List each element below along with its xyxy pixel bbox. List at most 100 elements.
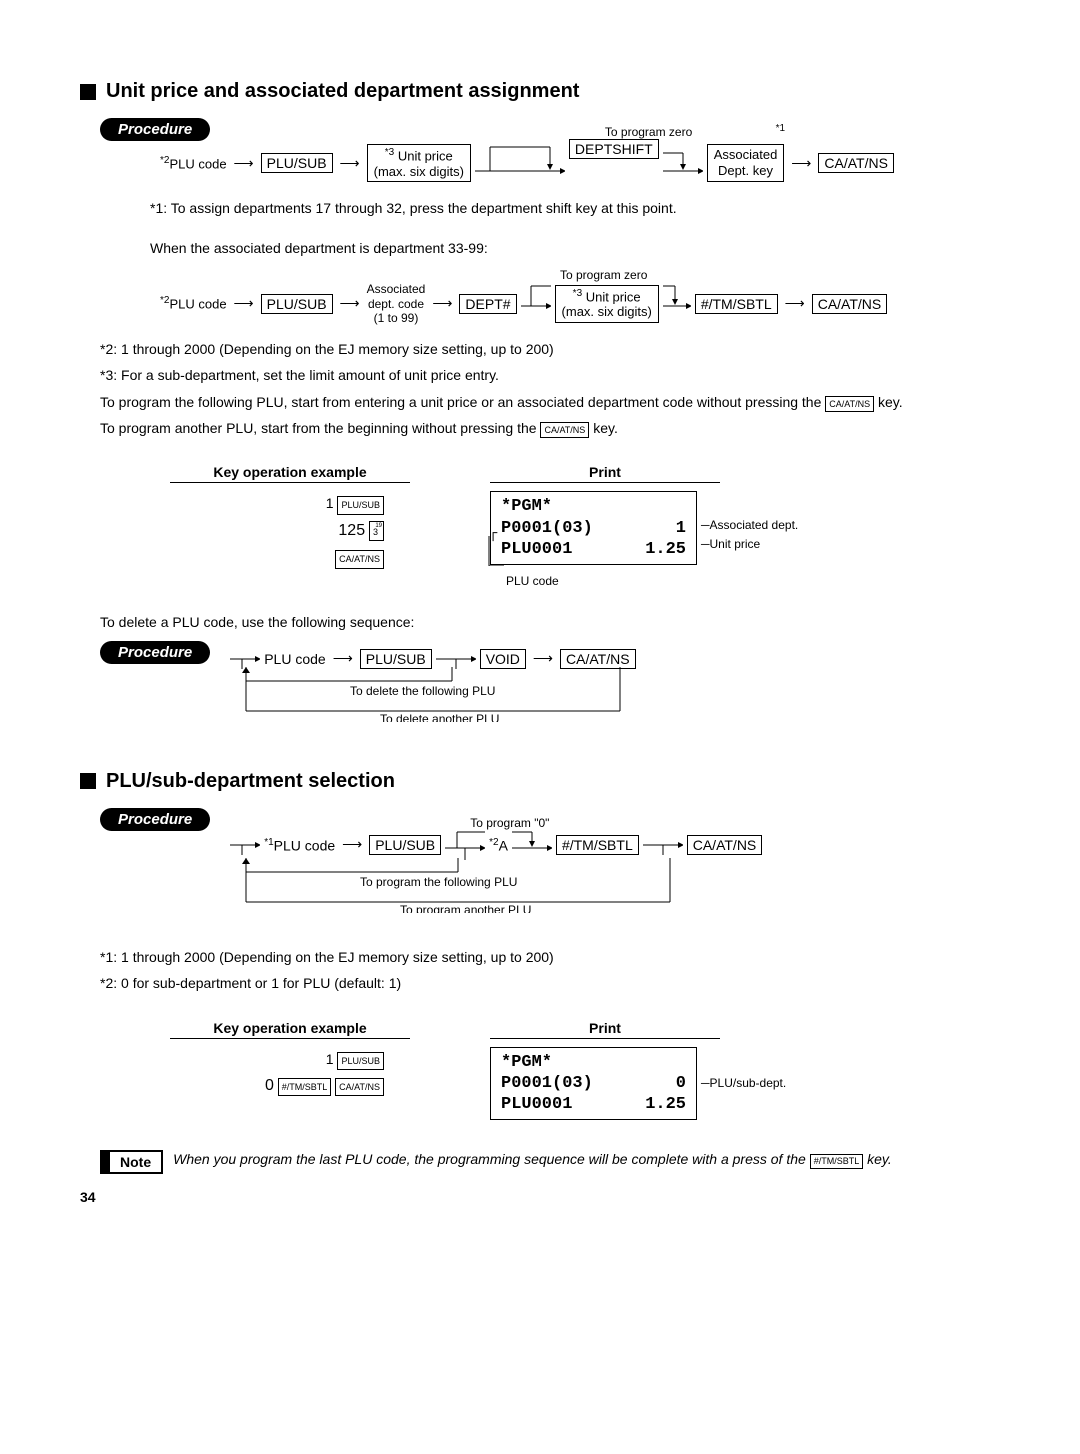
note: Note When you program the last PLU code,… bbox=[100, 1150, 1000, 1174]
callout: ─Unit price bbox=[701, 537, 760, 552]
arrow: ⟶ bbox=[533, 650, 553, 667]
note-text: When you program the last PLU code, the … bbox=[173, 1150, 892, 1170]
plu-code: *1PLU code bbox=[264, 837, 335, 854]
branch-svg bbox=[475, 141, 565, 185]
arrow: ⟶ bbox=[342, 836, 362, 853]
subhead-left: Key operation example bbox=[170, 464, 410, 483]
merge-svg bbox=[512, 830, 552, 860]
note-1: *1: To assign departments 17 through 32,… bbox=[150, 197, 1000, 219]
print-cell: PLU0001 bbox=[501, 539, 572, 560]
tmsbtl-key: #/TM/SBTL bbox=[556, 835, 639, 855]
flow-2: To program zero *2PLU code ⟶ PLU/SUB ⟶ A… bbox=[160, 268, 1000, 326]
arrow: ⟶ bbox=[234, 155, 254, 172]
example-keys: 1 PLU/SUB 0 #/TM/SBTL CA/AT/NS bbox=[80, 1047, 390, 1121]
print-cell: P0001(03) bbox=[501, 519, 593, 538]
subhead-left: Key operation example bbox=[170, 1020, 410, 1039]
arrow: ⟶ bbox=[340, 295, 360, 312]
example-keys: 1 PLU/SUB 125 319 CA/AT/NS bbox=[80, 491, 390, 570]
para: To program another PLU, start from the b… bbox=[100, 417, 1000, 439]
plusub-key-sm: PLU/SUB bbox=[337, 1052, 384, 1070]
print-output: *PGM* ┌P0001(03)1 PLU00011.25 ─Unit pric… bbox=[490, 491, 697, 565]
loop-svg: To program the following PLU To program … bbox=[230, 858, 750, 913]
example-2: 1 PLU/SUB 0 #/TM/SBTL CA/AT/NS *PGM* P00… bbox=[80, 1047, 1000, 1121]
caatns-key: CA/AT/NS bbox=[818, 153, 894, 173]
digit-key-sm: 319 bbox=[369, 521, 384, 541]
example-header: Key operation example Print bbox=[170, 1020, 1000, 1039]
print-cell: 0 bbox=[676, 1073, 686, 1094]
sup: *1 bbox=[776, 123, 785, 134]
arrow: ⟶ bbox=[785, 295, 805, 312]
plu-code: *2PLU code bbox=[160, 155, 227, 172]
example-1: 1 PLU/SUB 125 319 CA/AT/NS *PGM* ┌P0001(… bbox=[80, 491, 1000, 570]
callout: ─PLU/sub-dept. bbox=[701, 1076, 786, 1091]
print-cell: 1 bbox=[676, 518, 686, 539]
plu-code: PLU code bbox=[264, 651, 325, 667]
loop-svg: To delete the following PLU To delete an… bbox=[230, 667, 650, 722]
arrow: ⟶ bbox=[333, 650, 353, 667]
callout-line bbox=[484, 536, 504, 566]
arrow: ⟶ bbox=[791, 155, 811, 172]
flow-4: To program "0" *1PLU code ⟶ PLU/SUB *2A … bbox=[230, 816, 762, 913]
para: *2: 0 for sub-department or 1 for PLU (d… bbox=[100, 972, 1000, 994]
void-key: VOID bbox=[480, 649, 526, 669]
page-number: 34 bbox=[80, 1189, 1000, 1205]
arrow-svg bbox=[436, 649, 476, 669]
print-line: *PGM* bbox=[501, 496, 686, 517]
label: To program zero bbox=[560, 268, 1000, 282]
subhead-right: Print bbox=[490, 464, 720, 483]
delete-text: To delete a PLU code, use the following … bbox=[100, 611, 1000, 633]
label: To program zero bbox=[605, 125, 692, 139]
merge-svg bbox=[663, 141, 703, 185]
plusub-key: PLU/SUB bbox=[369, 835, 441, 855]
bullet bbox=[80, 84, 96, 100]
label: To program "0" bbox=[470, 816, 762, 830]
plusub-key-sm: PLU/SUB bbox=[337, 496, 384, 514]
print-output: *PGM* P0001(03)0 PLU00011.25 ─PLU/sub-de… bbox=[490, 1047, 697, 1121]
arrow-svg bbox=[643, 835, 683, 855]
para: *2: 1 through 2000 (Depending on the EJ … bbox=[100, 338, 1000, 360]
para: *3: For a sub-department, set the limit … bbox=[100, 364, 1000, 386]
para: *1: 1 through 2000 (Depending on the EJ … bbox=[100, 946, 1000, 968]
tmsbtl-key-sm: #/TM/SBTL bbox=[278, 1078, 332, 1096]
caatns-key-sm: CA/AT/NS bbox=[335, 550, 384, 568]
caatns-key-sm: CA/AT/NS bbox=[335, 1078, 384, 1096]
tmsbtl-key-sm: #/TM/SBTL bbox=[810, 1154, 864, 1169]
print-line: *PGM* bbox=[501, 1052, 686, 1073]
merge-svg bbox=[663, 282, 691, 326]
flow-3: PLU code ⟶ PLU/SUB VOID ⟶ CA/AT/NS To de… bbox=[230, 649, 650, 722]
assoc-dept-box: Associated Dept. key bbox=[707, 144, 785, 181]
example-header: Key operation example Print bbox=[170, 464, 1000, 483]
entry-svg bbox=[230, 649, 260, 669]
heading-text: PLU/sub-department selection bbox=[106, 770, 395, 793]
callout: PLU code bbox=[506, 574, 559, 589]
note-badge: Note bbox=[100, 1150, 163, 1174]
print-cell: 1.25 bbox=[645, 539, 686, 560]
entry-svg bbox=[230, 835, 260, 855]
callout: ─Associated dept. bbox=[701, 518, 798, 533]
caatns-key: CA/AT/NS bbox=[560, 649, 636, 669]
print-cell: PLU0001 bbox=[501, 1094, 572, 1115]
dept-key: DEPT# bbox=[459, 294, 516, 314]
assoc-code: Associated dept. code (1 to 99) bbox=[367, 282, 426, 325]
unit-price-box: *3 Unit price (max. six digits) bbox=[555, 285, 659, 324]
svg-text:To program another PLU: To program another PLU bbox=[400, 903, 531, 913]
para: To program the following PLU, start from… bbox=[100, 391, 1000, 413]
deptshift-key: DEPTSHIFT bbox=[569, 139, 659, 159]
caatns-key-sm: CA/AT/NS bbox=[825, 396, 874, 412]
caatns-key: CA/AT/NS bbox=[812, 294, 888, 314]
procedure-badge: Procedure bbox=[100, 808, 210, 831]
subhead-right: Print bbox=[490, 1020, 720, 1039]
section-heading-2: PLU/sub-department selection bbox=[80, 770, 1000, 793]
svg-text:To delete the following PLU: To delete the following PLU bbox=[350, 684, 495, 698]
plusub-key: PLU/SUB bbox=[360, 649, 432, 669]
a-value: *2A bbox=[489, 837, 508, 854]
arrow: ⟶ bbox=[432, 295, 452, 312]
arrow: ⟶ bbox=[340, 155, 360, 172]
tmsbtl-key: #/TM/SBTL bbox=[695, 294, 778, 314]
procedure-badge: Procedure bbox=[100, 641, 210, 664]
plusub-key: PLU/SUB bbox=[261, 294, 333, 314]
caatns-key: CA/AT/NS bbox=[687, 835, 763, 855]
caatns-key-sm: CA/AT/NS bbox=[540, 422, 589, 438]
arrow: ⟶ bbox=[234, 295, 254, 312]
bullet bbox=[80, 773, 96, 789]
